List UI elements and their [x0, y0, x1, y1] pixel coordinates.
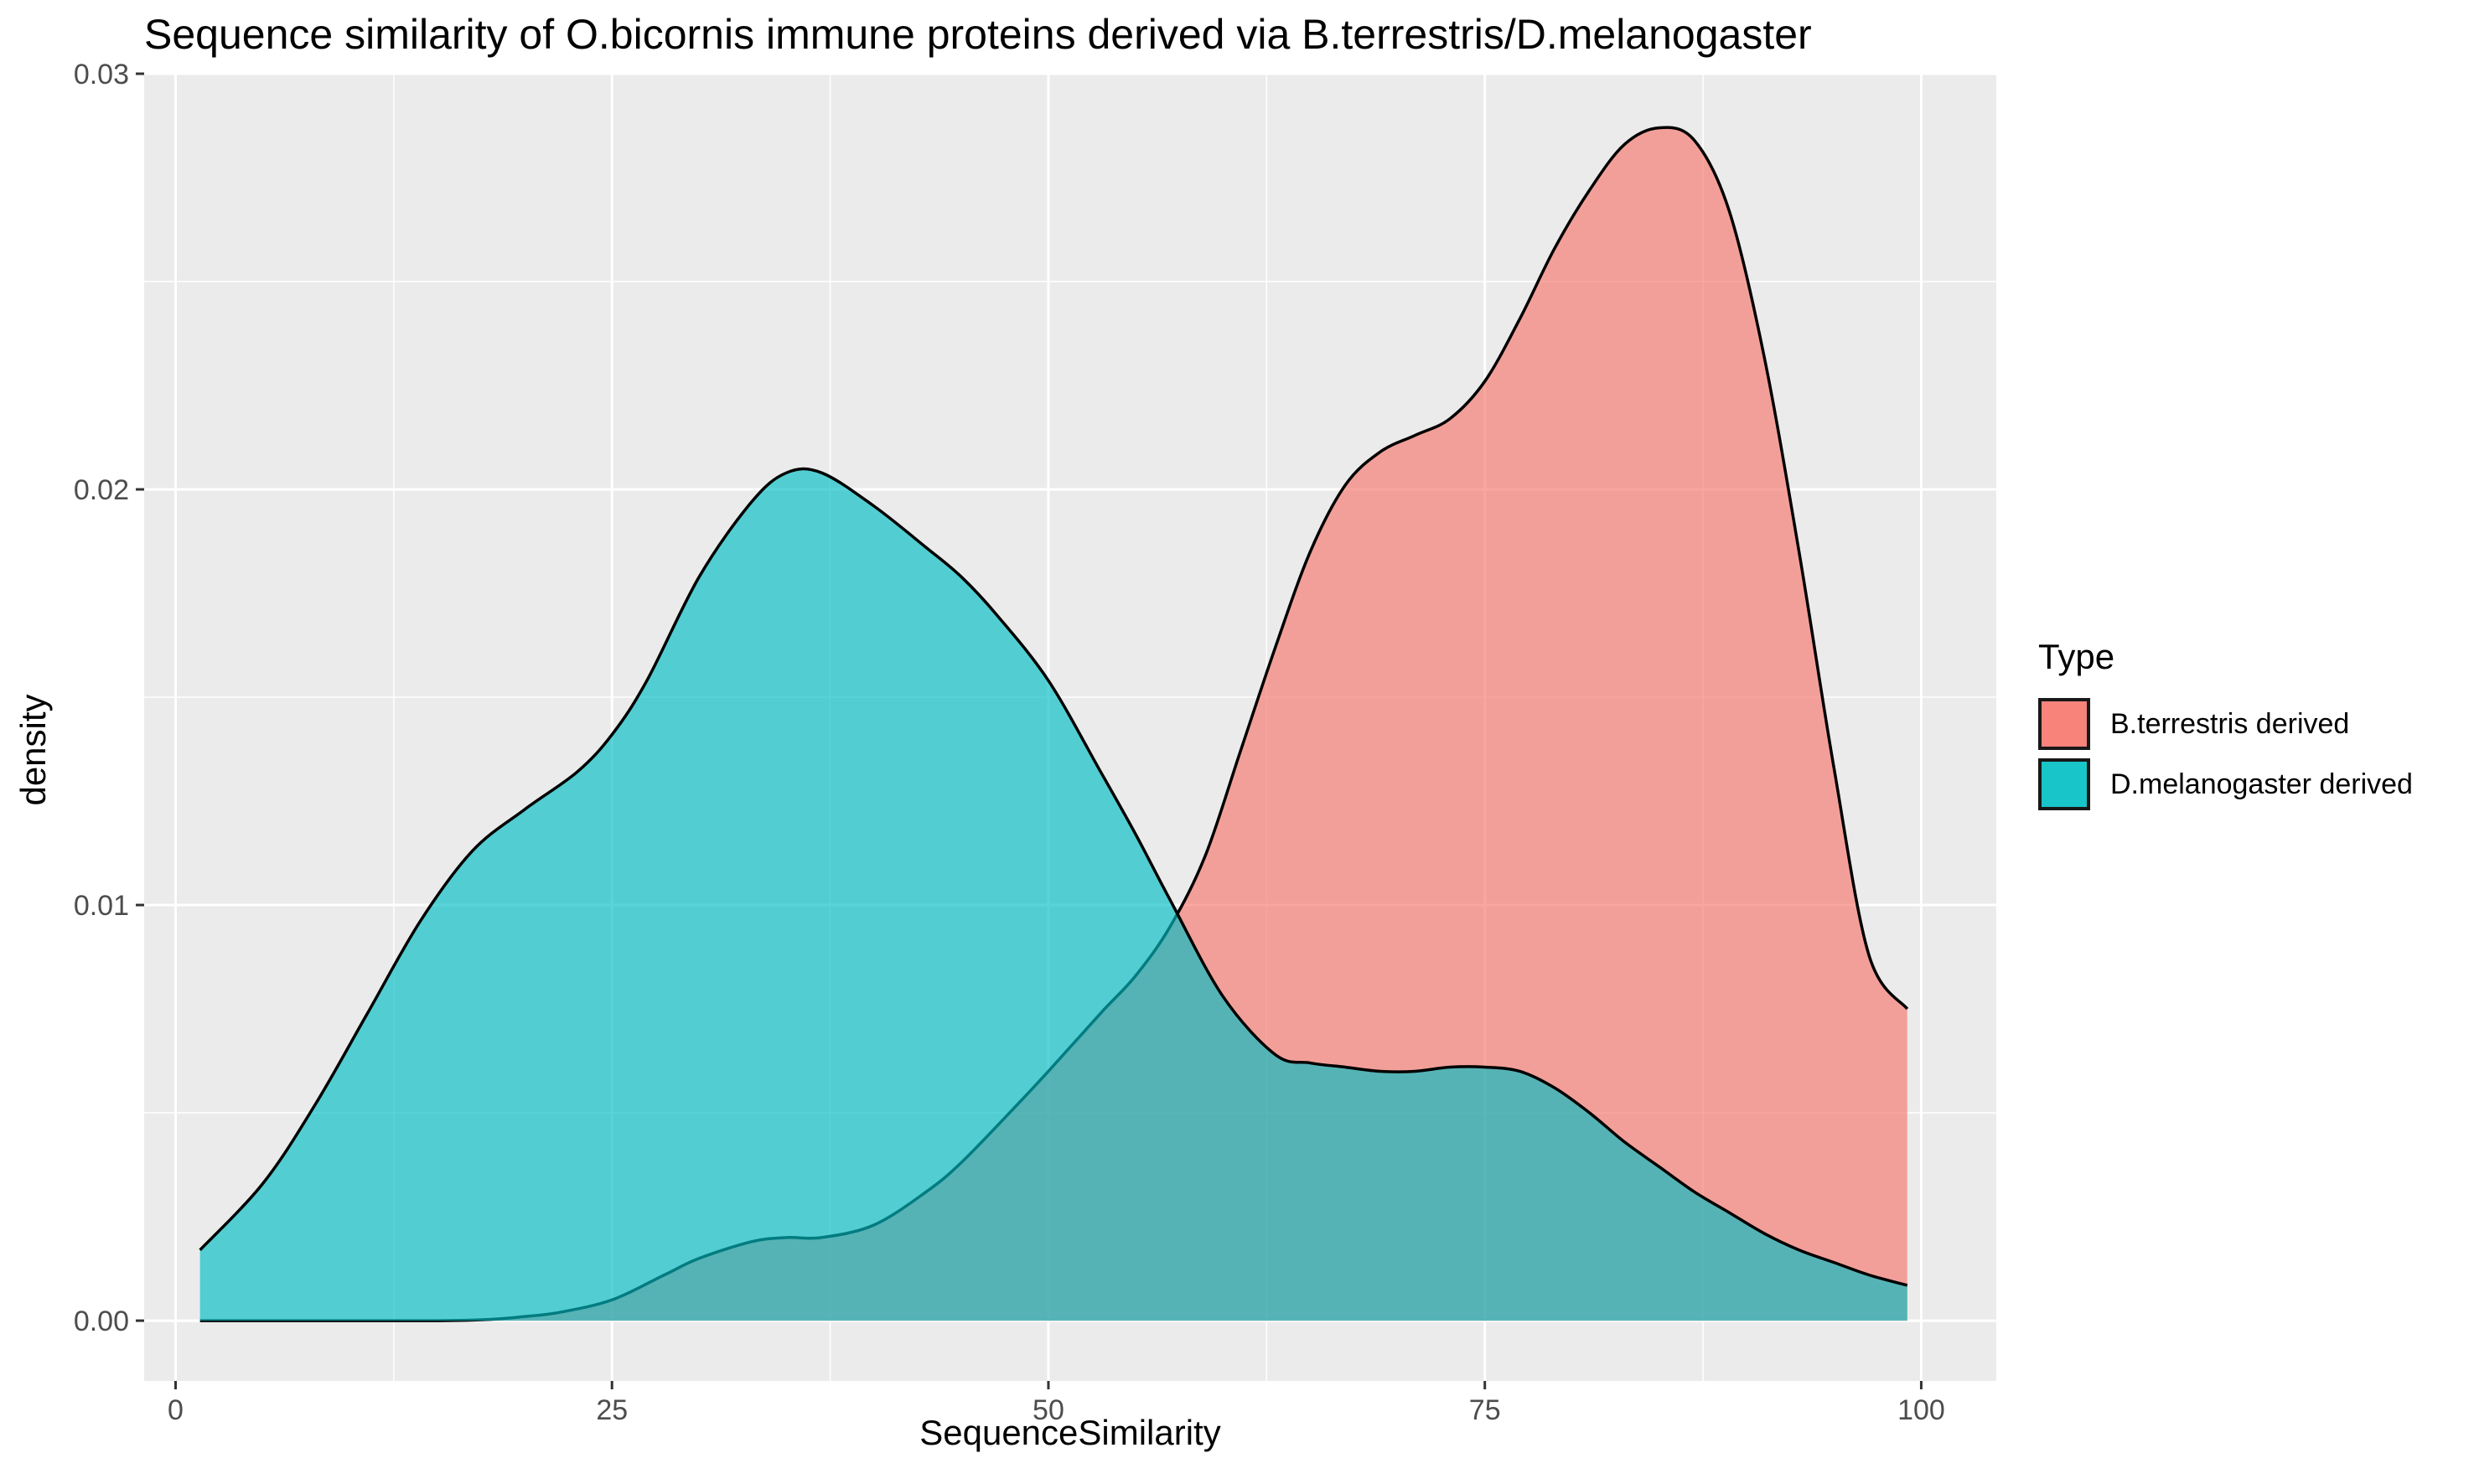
legend: Type B.terrestris derived D.melanogaster…: [2038, 637, 2413, 814]
x-tick-label: 100: [1897, 1394, 1945, 1426]
legend-label-b-terrestris: B.terrestris derived: [2110, 707, 2350, 740]
x-tick-label: 50: [1033, 1394, 1064, 1426]
x-tick-label: 75: [1469, 1394, 1501, 1426]
y-tick-label: 0.03: [74, 59, 129, 90]
y-axis-label: density: [13, 694, 53, 806]
legend-swatch-d-melanogaster: [2038, 758, 2090, 810]
legend-item-d-melanogaster: D.melanogaster derived: [2038, 754, 2413, 814]
x-tick-label: 0: [168, 1394, 184, 1426]
y-tick-label: 0.02: [74, 474, 129, 506]
legend-label-d-melanogaster: D.melanogaster derived: [2110, 768, 2413, 800]
legend-swatch-b-terrestris: [2038, 698, 2090, 750]
legend-title: Type: [2038, 637, 2115, 676]
density-outline-d-melanogaster: [199, 467, 1908, 1287]
density-area-d-melanogaster: [199, 468, 1907, 1321]
axis-layer: 0 25 50 75 100 0.00 0.01 0.02 0.03: [74, 59, 1945, 1426]
density-area-b-terrestris: [199, 127, 1907, 1321]
legend-item-b-terrestris: B.terrestris derived: [2038, 694, 2413, 754]
series-layer: [199, 126, 1909, 1322]
y-tick-label: 0.01: [74, 890, 129, 922]
chart-title: Sequence similarity of O.bicornis immune…: [144, 11, 1812, 58]
x-axis-label: SequenceSimilarity: [919, 1413, 1221, 1452]
y-tick-label: 0.00: [74, 1306, 129, 1337]
x-tick-label: 25: [596, 1394, 628, 1426]
